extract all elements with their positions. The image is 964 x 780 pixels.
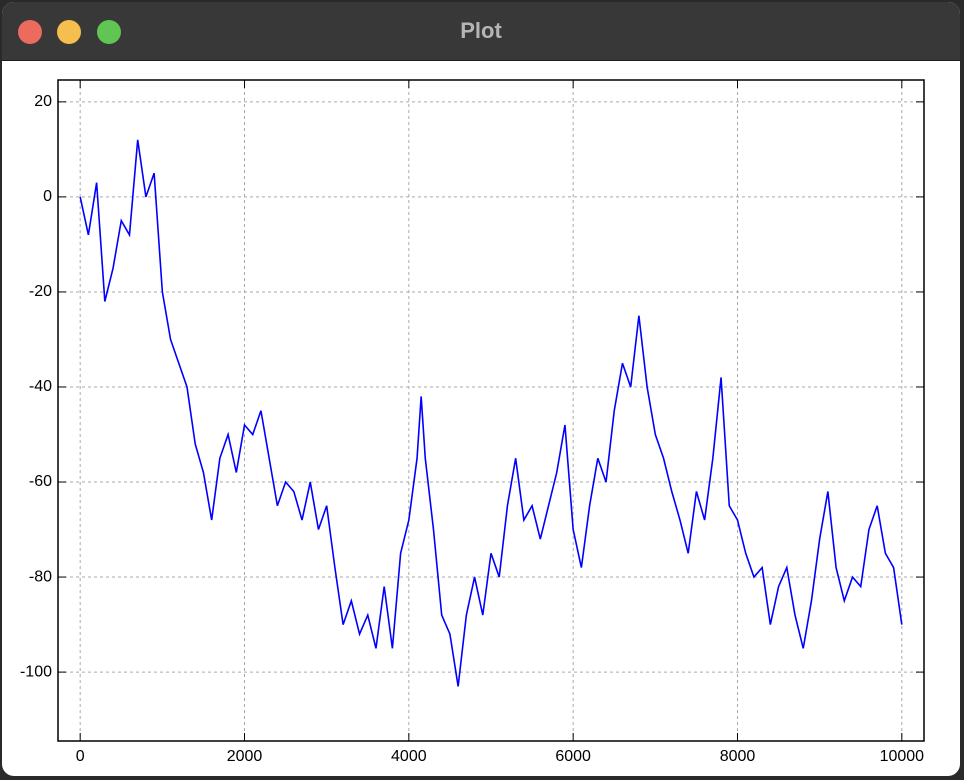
- y-tick-label: -60: [29, 473, 52, 490]
- close-button[interactable]: [18, 20, 42, 44]
- y-tick-label: -20: [29, 283, 52, 300]
- x-tick-label: 6000: [555, 748, 591, 765]
- plot-frame: [57, 79, 925, 742]
- title-bar: Plot: [2, 2, 960, 61]
- x-tick-label: 0: [76, 748, 85, 765]
- y-tick-label: 20: [34, 93, 52, 110]
- x-tick-label: 8000: [720, 748, 756, 765]
- zoom-button[interactable]: [97, 20, 121, 44]
- y-tick-label: -100: [20, 663, 52, 680]
- x-tick-label: 2000: [227, 748, 263, 765]
- y-tick-label: -80: [29, 568, 52, 585]
- x-tick-label: 10000: [880, 748, 925, 765]
- y-tick-label: 0: [43, 188, 52, 205]
- y-tick-label: -40: [29, 378, 52, 395]
- window-title: Plot: [460, 18, 502, 43]
- data-line: [79, 139, 903, 687]
- minimize-button[interactable]: [57, 20, 81, 44]
- x-tick-label: 4000: [391, 748, 427, 765]
